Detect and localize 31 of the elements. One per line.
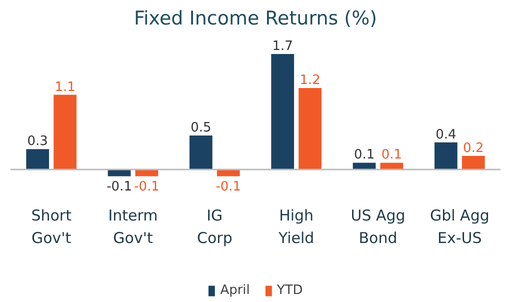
bar <box>271 54 294 170</box>
data-label: 0.1 <box>354 148 375 163</box>
bar <box>298 88 322 170</box>
legend-label: YTD <box>276 283 303 298</box>
bar <box>135 169 158 176</box>
data-label: -0.1 <box>106 179 132 194</box>
x-tick-label: IG Corp <box>196 206 232 247</box>
data-label: -0.1 <box>134 179 160 194</box>
bar <box>26 149 50 170</box>
bar <box>190 136 212 170</box>
chart-title: Fixed Income Returns (%) <box>134 8 378 30</box>
bar <box>434 142 458 170</box>
x-tick-label: Gbl Agg Ex-US <box>430 206 490 247</box>
legend-label: April <box>220 283 250 298</box>
bar <box>108 169 131 176</box>
data-label: 0.3 <box>27 134 48 150</box>
data-label: 0.5 <box>190 120 212 136</box>
data-label: 1.1 <box>54 80 76 95</box>
data-label: -0.1 <box>216 179 242 194</box>
bar <box>462 156 485 170</box>
bar <box>216 169 240 176</box>
x-tick-label: Short Gov't <box>31 206 72 247</box>
x-tick-label: High Yield <box>277 206 314 247</box>
data-label: 1.2 <box>300 73 320 88</box>
x-tick-label: US Agg Bond <box>350 206 406 247</box>
x-tick-label: Interm Gov't <box>108 206 158 247</box>
data-label: 0.1 <box>381 148 402 163</box>
bar <box>54 94 76 170</box>
data-label: 1.7 <box>272 39 293 54</box>
data-label: 0.2 <box>463 140 484 156</box>
data-label: 0.4 <box>436 127 456 142</box>
